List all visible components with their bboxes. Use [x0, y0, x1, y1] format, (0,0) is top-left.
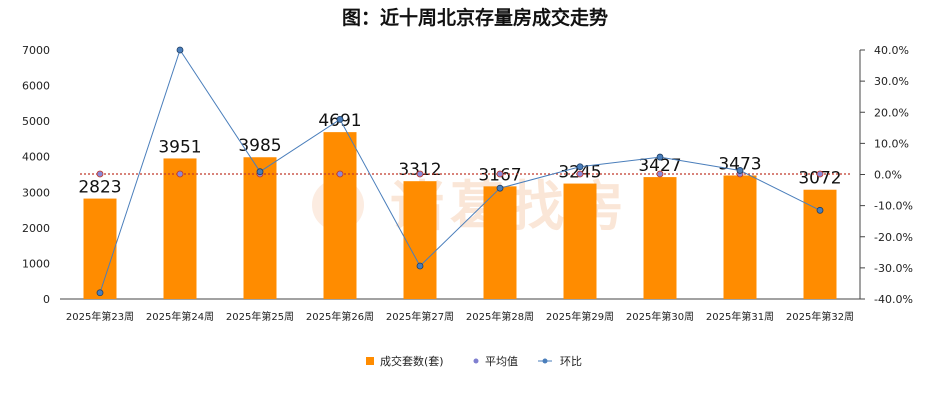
legend-bar-marker — [366, 357, 374, 365]
average-point — [336, 170, 344, 178]
x-tick-label: 2025年第29周 — [546, 310, 614, 323]
right-tick-label: 0.0% — [874, 169, 902, 182]
bar-value-label: 3312 — [398, 160, 441, 180]
mom-line — [99, 48, 821, 293]
right-tick-label: 30.0% — [874, 75, 909, 88]
average-point — [496, 170, 504, 178]
x-tick-label: 2025年第30周 — [626, 310, 694, 323]
mom-point — [816, 206, 824, 214]
x-tick-label: 2025年第25周 — [226, 310, 294, 323]
mom-point — [336, 116, 344, 123]
mom-series — [96, 46, 824, 297]
x-axis-ticks: 2025年第23周 2025年第24周 2025年第25周 2025年第26周 2025… — [66, 310, 854, 323]
legend-mom-label: 环比 — [560, 355, 582, 368]
chart-title: 图：近十周北京存量房成交走势 — [342, 6, 608, 29]
mom-point — [256, 168, 264, 176]
mom-point — [176, 46, 184, 54]
right-tick-label: -20.0% — [874, 231, 913, 244]
mom-point — [96, 289, 104, 297]
left-tick-label: 0 — [43, 293, 50, 306]
legend-bar-label: 成交套数(套) — [380, 354, 444, 368]
x-tick-label: 2025年第31周 — [706, 310, 774, 323]
legend-average-label: 平均值 — [485, 355, 518, 368]
x-tick-label: 2025年第24周 — [146, 310, 214, 323]
x-tick-label: 2025年第27周 — [386, 310, 454, 323]
mom-point — [576, 163, 584, 171]
bar-value-label: 3427 — [638, 156, 681, 176]
bar — [163, 158, 197, 299]
left-tick-label: 3000 — [22, 186, 50, 199]
left-tick-label: 1000 — [22, 257, 50, 270]
bar — [803, 189, 837, 299]
right-tick-label: -40.0% — [874, 293, 913, 306]
bar — [403, 181, 437, 299]
left-y-axis: 0 1000 2000 3000 4000 5000 6000 7000 — [22, 44, 50, 306]
bar-value-label: 3951 — [158, 137, 201, 157]
left-tick-label: 2000 — [22, 222, 50, 235]
right-tick-label: 10.0% — [874, 137, 909, 150]
average-point — [96, 170, 104, 178]
average-point — [576, 170, 584, 178]
x-tick-label: 2025年第32周 — [786, 310, 854, 323]
legend: 成交套数(套) 平均值 环比 — [366, 354, 582, 368]
left-tick-label: 6000 — [22, 80, 50, 93]
right-y-axis: -40.0% -30.0% -20.0% -10.0% 0.0% 10.0% 20.0% 30… — [859, 44, 913, 306]
average-point — [176, 170, 184, 178]
bar-value-label: 2823 — [78, 178, 121, 198]
bar — [643, 177, 677, 299]
bar — [243, 157, 277, 299]
right-tick-label: -30.0% — [874, 262, 913, 275]
right-tick-label: 20.0% — [874, 106, 909, 119]
x-tick-label: 2025年第28周 — [466, 310, 534, 323]
left-tick-label: 7000 — [22, 44, 50, 57]
bar — [483, 186, 517, 299]
mom-point — [656, 153, 664, 161]
bar — [563, 183, 597, 299]
average-point — [416, 170, 424, 178]
right-tick-label: 40.0% — [874, 44, 909, 57]
bar — [723, 175, 757, 299]
legend-mom-marker — [542, 358, 548, 364]
x-tick-label: 2025年第23周 — [66, 310, 134, 323]
right-tick-label: -10.0% — [874, 200, 913, 213]
legend-average-marker — [473, 358, 479, 364]
mom-point — [736, 167, 744, 174]
left-tick-label: 4000 — [22, 151, 50, 164]
bar — [83, 198, 117, 299]
bar-series — [83, 132, 837, 299]
average-point — [816, 170, 824, 178]
bar — [323, 132, 357, 299]
left-tick-label: 5000 — [22, 115, 50, 128]
average-point — [656, 170, 664, 178]
bar-value-label: 3473 — [718, 154, 761, 174]
x-tick-label: 2025年第26周 — [306, 310, 374, 323]
mom-point — [416, 262, 424, 270]
bar-value-label: 3985 — [238, 136, 281, 156]
mom-point — [496, 184, 504, 192]
